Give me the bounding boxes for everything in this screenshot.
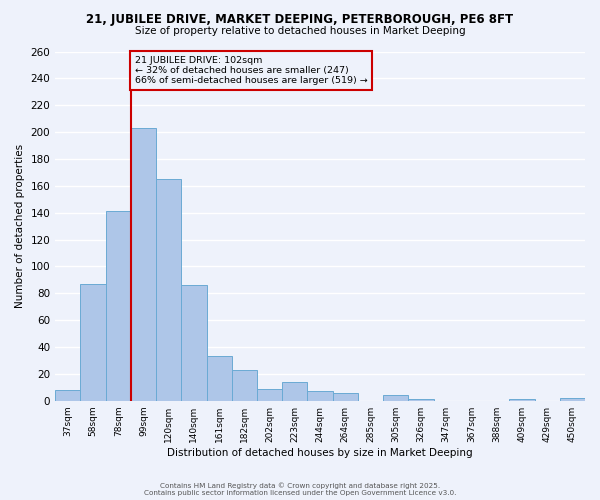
Text: Contains public sector information licensed under the Open Government Licence v3: Contains public sector information licen…: [144, 490, 456, 496]
Bar: [232, 370, 257, 400]
Bar: [80, 284, 106, 401]
X-axis label: Distribution of detached houses by size in Market Deeping: Distribution of detached houses by size …: [167, 448, 473, 458]
Text: 21 JUBILEE DRIVE: 102sqm
← 32% of detached houses are smaller (247)
66% of semi-: 21 JUBILEE DRIVE: 102sqm ← 32% of detach…: [134, 56, 367, 86]
Bar: [307, 392, 332, 400]
Bar: [257, 388, 282, 400]
Text: 21, JUBILEE DRIVE, MARKET DEEPING, PETERBOROUGH, PE6 8FT: 21, JUBILEE DRIVE, MARKET DEEPING, PETER…: [86, 12, 514, 26]
Bar: [560, 398, 585, 400]
Bar: [55, 390, 80, 400]
Bar: [282, 382, 307, 400]
Bar: [181, 285, 206, 401]
Bar: [206, 356, 232, 401]
Text: Size of property relative to detached houses in Market Deeping: Size of property relative to detached ho…: [134, 26, 466, 36]
Bar: [106, 212, 131, 400]
Text: Contains HM Land Registry data © Crown copyright and database right 2025.: Contains HM Land Registry data © Crown c…: [160, 482, 440, 489]
Y-axis label: Number of detached properties: Number of detached properties: [15, 144, 25, 308]
Bar: [156, 179, 181, 400]
Bar: [131, 128, 156, 400]
Bar: [383, 396, 409, 400]
Bar: [332, 392, 358, 400]
